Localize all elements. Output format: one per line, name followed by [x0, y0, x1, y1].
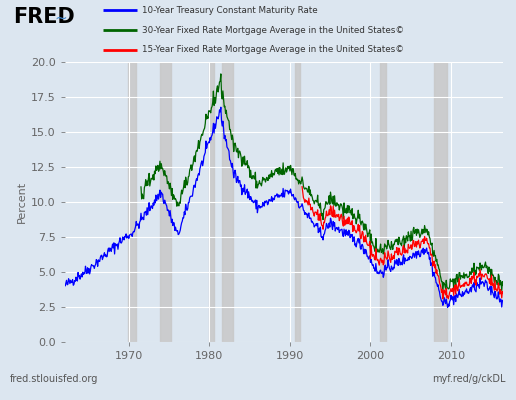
Text: myf.red/g/ckDL: myf.red/g/ckDL [432, 374, 506, 384]
Bar [434, 62, 447, 342]
Bar [160, 62, 171, 342]
Text: 10-Year Treasury Constant Maturity Rate: 10-Year Treasury Constant Maturity Rate [142, 6, 317, 15]
Y-axis label: Percent: Percent [17, 181, 26, 223]
Text: fred.stlouisfed.org: fred.stlouisfed.org [10, 374, 99, 384]
Text: 30-Year Fixed Rate Mortgage Average in the United States©: 30-Year Fixed Rate Mortgage Average in t… [142, 26, 404, 35]
Bar [222, 62, 233, 342]
Text: FRED: FRED [13, 7, 75, 27]
Bar [209, 62, 214, 342]
Bar [295, 62, 300, 342]
Text: ~: ~ [54, 11, 67, 26]
Bar [380, 62, 385, 342]
Text: 15-Year Fixed Rate Mortgage Average in the United States©: 15-Year Fixed Rate Mortgage Average in t… [142, 45, 404, 54]
Bar [128, 62, 136, 342]
